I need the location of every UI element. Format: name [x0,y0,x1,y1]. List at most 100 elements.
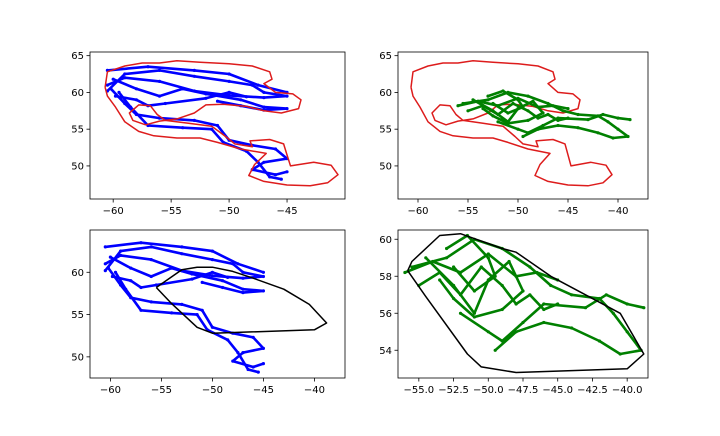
track-point [119,253,123,257]
track-point [246,367,250,372]
track-point [583,306,588,310]
track-point [546,112,550,117]
track-point [210,127,214,131]
track-point [486,94,490,98]
plot-area [104,60,339,187]
track-point [241,291,245,295]
y-tick-label: 55 [71,310,84,321]
x-tick-label: −55.0 [404,385,435,396]
track-point [262,96,266,100]
y-tick-label: 58 [379,272,392,283]
track-point [486,98,490,102]
track-point [642,306,646,310]
track-point [210,274,214,278]
x-tick-label: −55 [151,385,172,396]
track-point [285,170,289,174]
track-point [618,352,622,356]
track-line [106,65,289,94]
track-point [195,313,199,317]
track-point [606,120,610,124]
track-point [521,105,525,109]
y-tick-label: 50 [71,161,84,172]
track-point [227,79,231,83]
y-tick-label: 65 [379,51,392,62]
x-tick-label: −52.5 [438,385,469,396]
track-point [210,258,214,262]
track-line [114,270,260,374]
track-point [570,293,574,297]
track-point [285,107,289,111]
y-tick-label: 60 [71,268,84,279]
track-point [146,65,150,69]
y-tick-label: 60 [379,88,392,99]
y-tick-label: 55 [71,125,84,136]
track-point [625,302,629,306]
track-point [262,90,266,94]
plot-area [103,241,328,374]
track-point [190,277,194,281]
track-point [123,72,127,76]
track-point [601,112,605,117]
boundary-outline [104,60,339,187]
track-point [108,255,112,259]
track-line [109,255,265,294]
track-point [541,111,545,115]
track-point [458,311,463,315]
track-point [526,131,530,135]
track-point [626,134,630,139]
track-point [596,131,600,135]
track-point [521,289,525,293]
track-point [273,147,278,151]
track-point [200,308,204,312]
x-tick-label: −45 [253,385,274,396]
y-tick-label: 56 [379,309,392,320]
x-tick-label: −60 [100,385,121,396]
track-point [566,107,570,111]
track-point [139,285,143,290]
track-point [251,335,255,339]
track-point [493,274,497,278]
track-point [157,68,162,72]
track-point [226,275,230,279]
track-point [410,265,414,269]
track-point [536,105,540,109]
track-point [445,246,449,251]
track-point [516,127,520,131]
track-point [491,101,495,106]
axes-frame [89,229,346,379]
track-point [542,302,546,306]
track-point [616,127,620,131]
track-point [262,160,266,164]
track-point [251,365,255,369]
track-point [180,252,184,256]
x-tick-label: −40 [607,206,628,217]
track-line [117,91,283,181]
track-point [221,285,225,290]
track-point [244,95,249,99]
track-point [236,262,240,266]
track-point [157,94,162,98]
x-tick-label: −50.0 [473,385,504,396]
boundary-outline [410,60,613,187]
track-point [500,283,504,288]
track-point [526,109,530,113]
track-point [149,274,153,279]
track-point [501,89,505,93]
track-point [106,266,110,270]
track-point [123,76,127,80]
track-point [261,362,265,366]
track-point [215,123,220,128]
x-tick-label: −45 [276,206,297,217]
track-point [192,68,196,72]
track-point [163,101,167,106]
track-point [424,256,428,260]
track-line [486,89,525,115]
track-point [256,83,260,87]
track-point [526,118,530,122]
axes-frame [89,51,346,200]
y-tick-label: 50 [379,161,392,172]
x-tick-label: −55 [161,206,182,217]
track-point [285,94,289,98]
